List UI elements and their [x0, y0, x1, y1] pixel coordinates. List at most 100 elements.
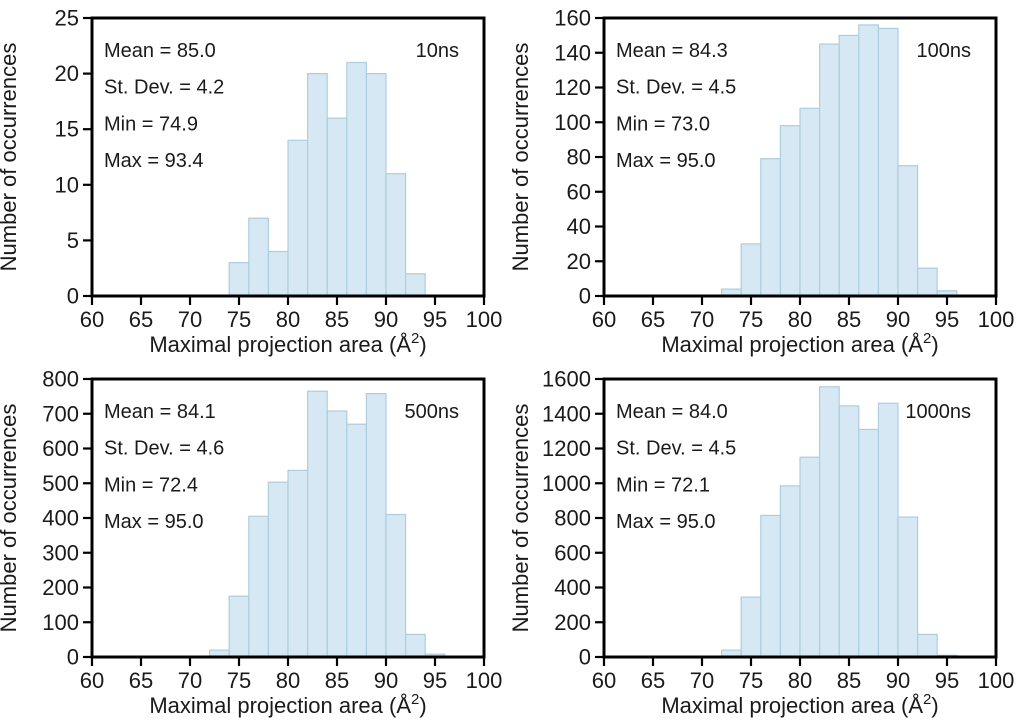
histogram-bar	[799, 456, 821, 658]
y-tick-label: 200	[42, 575, 79, 600]
histogram-bar	[740, 596, 762, 658]
histogram-bar	[858, 428, 879, 658]
x-tick-label: 75	[227, 307, 251, 332]
histogram-bar	[307, 72, 328, 297]
histogram-bar	[740, 243, 762, 297]
histogram-bar	[405, 633, 426, 658]
x-tick-label: 90	[374, 668, 398, 693]
stats-line: Mean = 84.1	[104, 401, 216, 423]
x-tick-label: 75	[739, 668, 763, 693]
y-tick-label: 10	[55, 172, 79, 197]
y-tick-label: 800	[554, 506, 591, 531]
x-tick-label: 100	[466, 307, 503, 332]
stats-line: Mean = 84.0	[616, 401, 728, 423]
y-tick-label: 15	[55, 117, 79, 142]
histogram-panel-500ns: 60 65 70 75 80 85 90 95 100 0 100 200 300 400 500 600 70…	[0, 361, 512, 722]
histogram-bar	[405, 273, 426, 297]
histogram-bar	[326, 410, 348, 658]
y-tick-label: 20	[55, 61, 79, 86]
histogram-bar	[346, 61, 367, 297]
x-tick-label: 90	[886, 668, 910, 693]
y-tick-label: 5	[67, 228, 79, 253]
histogram-bar	[307, 390, 328, 658]
histogram-bar	[228, 595, 250, 658]
x-tick-label: 95	[935, 307, 959, 332]
y-tick-label: 1200	[542, 436, 591, 461]
time-label: 500ns	[405, 401, 460, 423]
plot-border	[90, 377, 486, 659]
time-label: 1000ns	[905, 401, 971, 423]
stats-line: St. Dev. = 4.2	[104, 77, 224, 99]
x-tick-label: 80	[788, 668, 812, 693]
histogram-bar	[917, 633, 938, 658]
y-tick-label: 120	[554, 75, 591, 100]
histogram-panel-1000ns: 60 65 70 75 80 85 90 95 100 0 200 400 600 800 1000 1200…	[512, 361, 1024, 722]
histogram-bar	[228, 262, 250, 297]
x-tick-label: 95	[423, 307, 447, 332]
histogram-panel-10ns: 60 65 70 75 80 85 90 95 100 0 5 10 15 20 25 Mean = 85.0…	[0, 0, 512, 361]
x-tick-label: 65	[129, 668, 153, 693]
stats-line: Min = 72.1	[616, 474, 710, 496]
x-tick-label: 90	[374, 307, 398, 332]
x-tick-label: 70	[178, 307, 202, 332]
plot-border	[90, 16, 486, 298]
y-tick-label: 1600	[542, 367, 591, 392]
y-axis-label: Number of occurrences	[0, 43, 21, 272]
histogram-panel-100ns: 60 65 70 75 80 85 90 95 100 0 20 40 60 80 100 120 140 160…	[512, 0, 1024, 361]
x-axis-label: Maximal projection area (Å2)	[149, 330, 426, 357]
stats-line: St. Dev. = 4.5	[616, 77, 736, 99]
histogram-bar	[287, 469, 309, 658]
stats-line: Max = 95.0	[104, 511, 204, 533]
histogram-bar	[838, 34, 860, 297]
x-tick-label: 100	[978, 307, 1015, 332]
x-tick-label: 65	[641, 307, 665, 332]
y-tick-label: 1400	[542, 401, 591, 426]
y-tick-label: 40	[567, 214, 591, 239]
x-tick-label: 75	[227, 668, 251, 693]
stats-line: Min = 74.9	[104, 113, 198, 135]
histogram-bar	[779, 485, 801, 658]
x-axis-label: Maximal projection area (Å2)	[661, 330, 938, 357]
stats-line: Max = 93.4	[104, 150, 204, 172]
histogram-bar	[838, 405, 860, 658]
stats-line: Min = 72.4	[104, 474, 198, 496]
y-tick-label: 160	[554, 6, 591, 31]
y-tick-label: 600	[42, 436, 79, 461]
histogram-bar	[858, 24, 879, 297]
histogram-chart-500ns: 60 65 70 75 80 85 90 95 100 0 100 200 300 400 500 600 70…	[0, 367, 503, 719]
y-tick-label: 0	[67, 284, 79, 309]
y-tick-label: 100	[42, 610, 79, 635]
x-tick-label: 80	[276, 668, 300, 693]
y-tick-label: 60	[567, 179, 591, 204]
x-tick-label: 70	[178, 668, 202, 693]
x-tick-label: 85	[837, 668, 861, 693]
x-tick-label: 100	[978, 668, 1015, 693]
x-tick-label: 85	[325, 668, 349, 693]
x-tick-label: 85	[325, 307, 349, 332]
histogram-chart-1000ns: 60 65 70 75 80 85 90 95 100020040060080010001200…	[512, 367, 1015, 719]
histogram-bar	[760, 158, 782, 297]
y-tick-label: 80	[567, 145, 591, 170]
histogram-bar	[779, 125, 801, 297]
histogram-bar	[267, 481, 289, 658]
y-tick-label: 0	[579, 645, 591, 670]
y-tick-label: 600	[554, 540, 591, 565]
x-tick-label: 100	[466, 668, 503, 693]
stats-line: Mean = 84.3	[616, 40, 728, 62]
histogram-bar	[267, 250, 289, 297]
x-tick-label: 70	[690, 668, 714, 693]
x-tick-label: 90	[886, 307, 910, 332]
histogram-bar	[287, 139, 309, 297]
stats-line: Max = 95.0	[616, 511, 716, 533]
x-tick-label: 85	[837, 307, 861, 332]
y-tick-label: 400	[554, 575, 591, 600]
y-tick-label: 300	[42, 540, 79, 565]
histogram-bar	[799, 107, 821, 297]
y-axis-label: Number of occurrences	[512, 43, 533, 272]
histogram-bar	[365, 72, 387, 297]
y-tick-label: 0	[579, 284, 591, 309]
y-tick-label: 800	[42, 367, 79, 392]
histogram-bar	[897, 516, 919, 658]
histogram-bar	[917, 267, 938, 297]
